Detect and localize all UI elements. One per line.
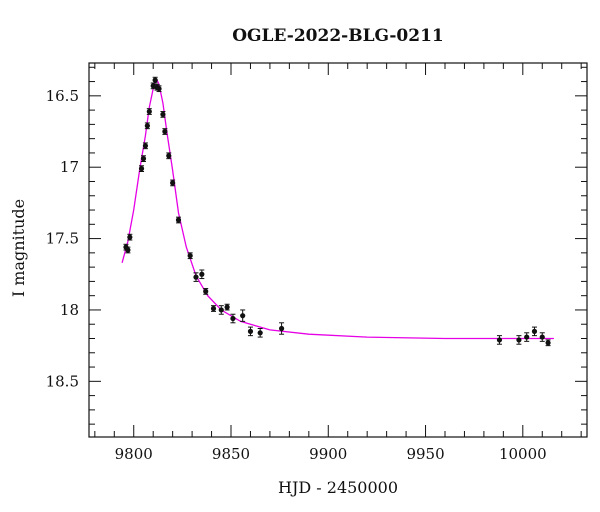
data-point [218,307,224,313]
data-point [240,313,246,319]
data-point [187,253,193,259]
y-tick-label: 17.5 [46,230,79,248]
x-tick-label: 9900 [309,445,347,463]
data-point [152,77,158,83]
y-axis-label: I magnitude [9,199,28,297]
data-point [203,288,209,294]
plot-area: 9800 9850 9900 9950 10000 16.5 17 17.5 18 18.5 [46,62,588,463]
data-point [142,143,149,149]
data-point [160,111,166,117]
data-point [193,274,199,280]
data-point [146,108,152,115]
data-point [531,328,538,334]
data-point [144,123,150,129]
data-point [230,315,236,322]
data-point [170,180,176,186]
x-tick-label: 9950 [406,445,444,463]
data-point [524,334,530,340]
plot-frame [88,62,588,438]
data-point [140,156,147,162]
data-point [127,234,133,240]
data-point [224,304,230,310]
data-point [166,153,172,159]
data-point [125,247,131,253]
data-point [545,340,551,346]
data-point [247,328,254,334]
y-tick-label: 18.5 [46,372,79,390]
x-tick-label: 9850 [212,445,250,463]
chart-title: OGLE-2022-BLG-0211 [232,26,444,46]
x-tick-label: 10000 [499,445,547,463]
model-curve [121,78,554,340]
x-axis-label: HJD - 2450000 [278,478,398,497]
data-point [496,337,503,343]
y-tick-label: 17 [60,158,79,176]
y-tick-label: 16.5 [46,87,79,105]
data-point [210,305,217,312]
data-point [175,217,182,223]
data-point [516,337,522,343]
data-point [138,166,145,172]
data-point [162,128,168,135]
y-tick-label: 18 [60,301,79,319]
data-point [199,271,205,277]
x-tick-label: 9800 [115,445,153,463]
data-point [539,334,545,340]
data-point [257,330,263,336]
data-point [278,325,285,332]
data-point [156,86,162,92]
